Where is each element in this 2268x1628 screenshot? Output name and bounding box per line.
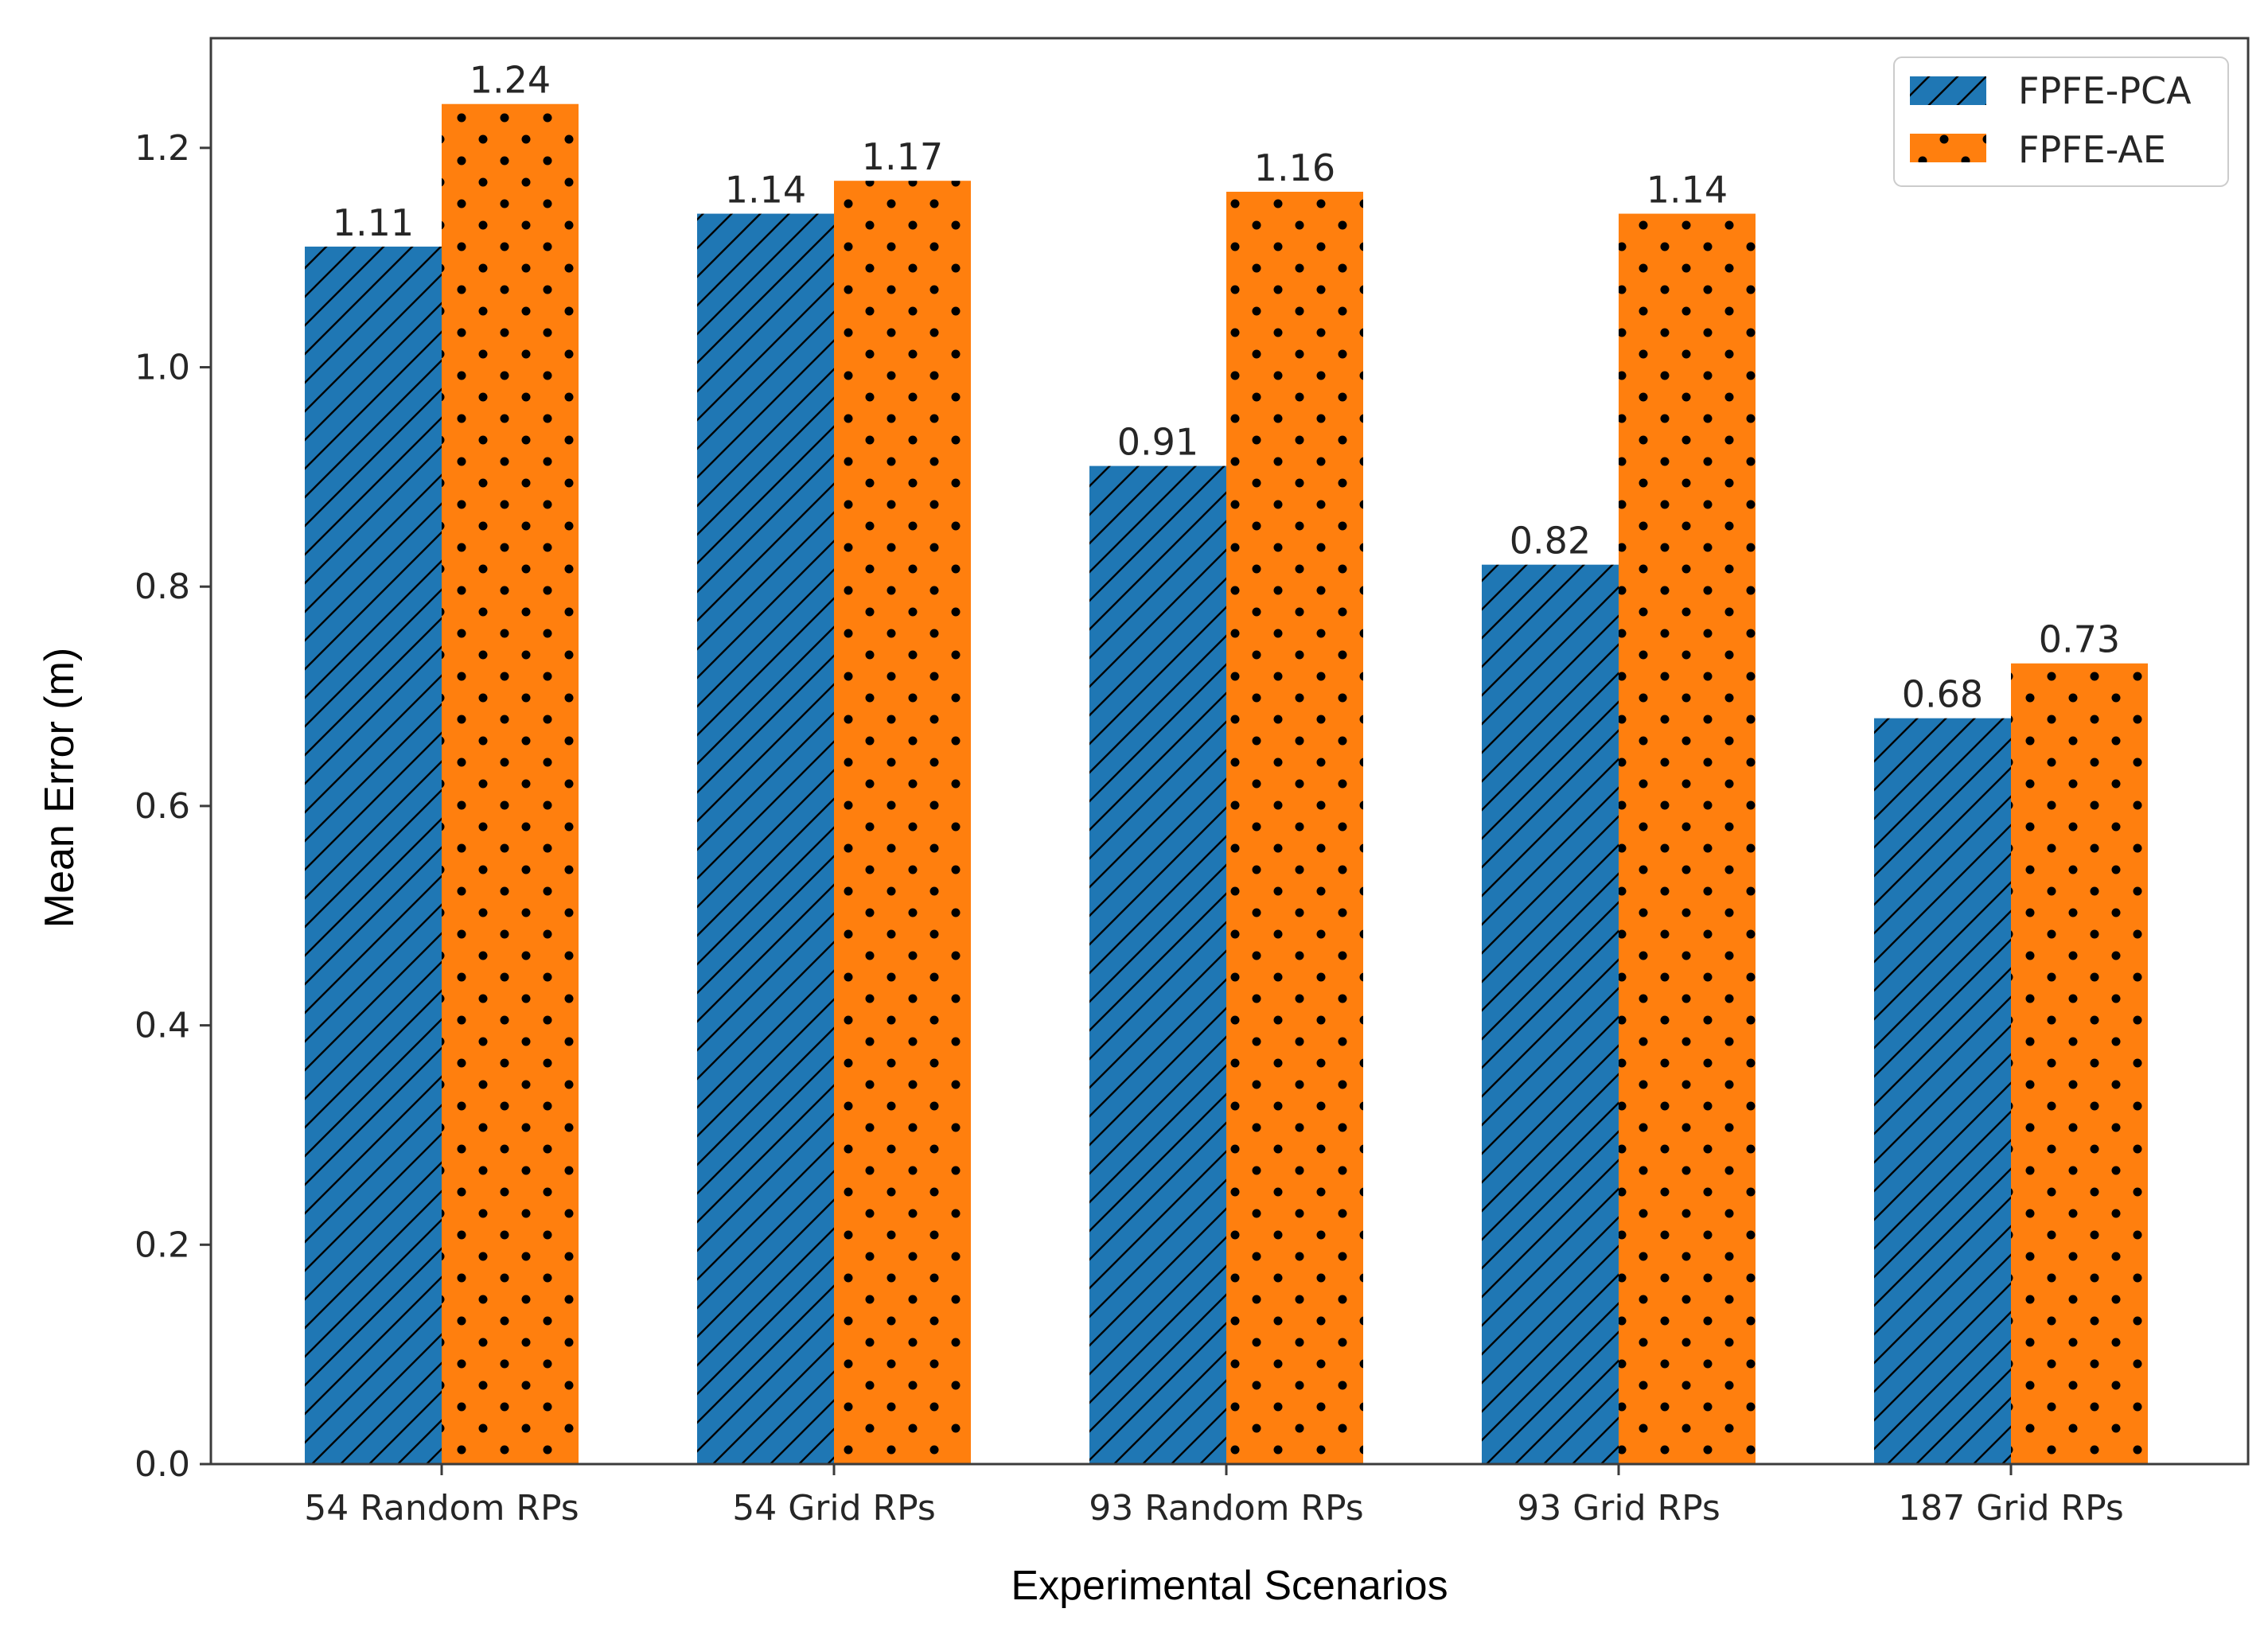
data-label-fpfe-pca-54-random-rps: 1.11 [333,201,414,244]
y-tick-label: 0.8 [134,567,190,607]
data-label-fpfe-ae-54-grid-rps: 1.17 [862,135,943,178]
y-axis: 0.0 0.2 0.4 0.6 0.8 1.0 1.2 [134,128,211,1485]
data-label-fpfe-pca-187-grid-rps: 0.68 [1902,673,1983,716]
bar-fpfe-pca-93-grid-rps [1482,564,1619,1464]
x-tick-label: 93 Random RPs [1089,1488,1363,1529]
bar-fpfe-ae-54-random-rps [442,103,579,1465]
bar-fpfe-pca-187-grid-rps [1874,718,2011,1464]
x-tick-label: 187 Grid RPs [1898,1488,2124,1529]
bar-fpfe-ae-187-grid-rps [2011,663,2148,1464]
y-tick-label: 1.2 [134,128,190,169]
bar-fpfe-ae-93-grid-rps [1619,213,1756,1464]
y-tick-label: 0.2 [134,1225,190,1265]
legend: FPFE-PCA FPFE-AE [1893,56,2229,187]
data-label-fpfe-pca-54-grid-rps: 1.14 [725,169,806,212]
y-tick-label: 1.0 [134,348,190,388]
bars-layer [305,103,2148,1465]
axes-frame [209,37,2250,1466]
y-tick-label: 0.0 [134,1444,190,1485]
bar-fpfe-ae-54-grid-rps [834,181,971,1465]
bar-fpfe-ae-93-random-rps [1226,191,1363,1464]
y-tick-label: 0.4 [134,1006,190,1046]
bar-fpfe-pca-93-random-rps [1089,465,1226,1464]
data-label-fpfe-ae-54-random-rps: 1.24 [470,59,551,102]
legend-swatch-fpfe-pca [1910,76,1986,105]
data-label-fpfe-ae-93-grid-rps: 1.14 [1646,169,1728,212]
x-axis: 54 Random RPs 54 Grid RPs 93 Random RPs 93 … [304,1464,2124,1529]
y-tick-label: 0.6 [134,786,190,827]
data-labels: 1.11 1.24 1.14 1.17 0.91 1.16 0.82 1.14 0.68 0.73 [333,59,2120,716]
x-tick-label: 54 Grid RPs [732,1488,936,1529]
x-axis-title: Experimental Scenarios [1011,1563,1448,1609]
bar-fpfe-pca-54-grid-rps [697,213,834,1464]
legend-swatch-fpfe-ae [1910,134,1986,162]
legend-label-fpfe-ae: FPFE-AE [2018,128,2166,171]
data-label-fpfe-ae-93-random-rps: 1.16 [1254,146,1335,189]
x-tick-label: 93 Grid RPs [1517,1488,1720,1529]
legend-label-fpfe-pca: FPFE-PCA [2018,69,2192,112]
data-label-fpfe-ae-187-grid-rps: 0.73 [2039,618,2120,661]
y-axis-title: Mean Error (m) [37,648,83,928]
x-tick-label: 54 Random RPs [304,1488,579,1529]
data-label-fpfe-pca-93-random-rps: 0.91 [1117,421,1198,464]
data-label-fpfe-pca-93-grid-rps: 0.82 [1510,520,1591,563]
bar-fpfe-pca-54-random-rps [305,246,442,1464]
